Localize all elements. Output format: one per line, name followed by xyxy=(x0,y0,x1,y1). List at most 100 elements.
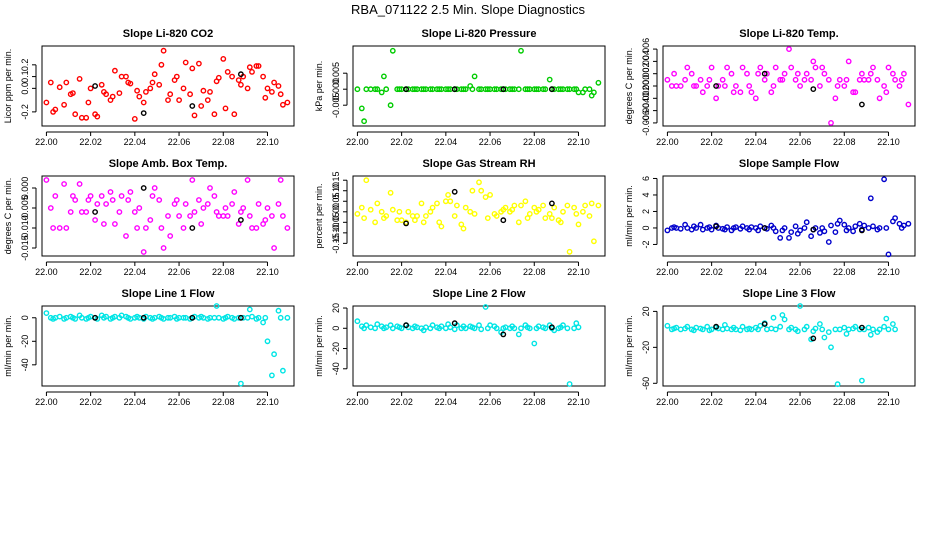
data-point xyxy=(832,229,839,236)
data-point xyxy=(189,65,196,72)
data-point xyxy=(275,307,282,314)
data-point xyxy=(867,195,874,202)
reference-point xyxy=(500,217,507,224)
data-point xyxy=(509,86,516,93)
y-axis-label: percent per min. xyxy=(314,183,324,248)
data-point xyxy=(892,76,898,83)
data-point xyxy=(101,221,107,227)
x-tick-label: 22.10 xyxy=(877,267,900,277)
data-point xyxy=(876,95,883,102)
data-point xyxy=(389,325,396,332)
data-point xyxy=(841,221,848,228)
reference-point xyxy=(761,321,768,327)
x-tick-label: 22.04 xyxy=(435,137,458,147)
data-point xyxy=(719,326,726,333)
plot-frame xyxy=(352,45,606,127)
x-tick-label: 22.08 xyxy=(523,397,546,407)
x-tick-label: 22.00 xyxy=(35,267,58,277)
data-point xyxy=(699,89,706,96)
data-point xyxy=(803,70,810,77)
data-point xyxy=(564,202,571,209)
data-point xyxy=(836,217,843,224)
y-tick-label: 0.000 xyxy=(331,78,341,101)
x-tick-label: 22.10 xyxy=(567,267,590,277)
data-point xyxy=(158,61,165,68)
reference-point xyxy=(451,188,458,195)
data-point xyxy=(284,314,291,321)
data-point xyxy=(83,114,90,121)
data-point xyxy=(387,189,394,196)
x-tick-label: 22.10 xyxy=(567,137,590,147)
data-point xyxy=(389,206,396,213)
plot-frame xyxy=(41,175,295,257)
data-point xyxy=(819,64,826,71)
panel-title: Slope Li-820 CO2 xyxy=(123,28,213,40)
data-point xyxy=(850,228,856,235)
data-point xyxy=(277,177,284,183)
data-point xyxy=(420,86,427,93)
data-point xyxy=(518,47,524,54)
data-point xyxy=(195,60,202,67)
data-point xyxy=(429,204,436,211)
data-point xyxy=(255,314,262,321)
data-point xyxy=(518,325,524,332)
data-point xyxy=(229,201,236,207)
y-tick-label: 0.10 xyxy=(331,182,341,200)
x-tick-label: 22.02 xyxy=(700,267,723,277)
data-point xyxy=(476,179,482,186)
plot-frame xyxy=(662,305,916,387)
data-point xyxy=(746,83,753,89)
y-tick-label: -0.015 xyxy=(20,235,30,261)
data-point xyxy=(881,83,887,89)
y-tick-label: 20 xyxy=(331,303,341,313)
panel-3: Slope Li-820 Temp. 22.00 22.02 22.04 22.06 22… xyxy=(624,28,916,147)
data-point xyxy=(354,86,361,93)
x-tick-label: 22.10 xyxy=(256,267,279,277)
data-point xyxy=(462,325,469,332)
data-point xyxy=(770,314,777,321)
data-point xyxy=(451,326,458,333)
data-point xyxy=(271,79,277,86)
data-point xyxy=(828,344,834,351)
data-point xyxy=(724,64,730,71)
data-point xyxy=(482,194,489,201)
data-point xyxy=(94,201,101,207)
data-point xyxy=(52,106,59,113)
y-tick-label: -0.2 xyxy=(20,104,30,120)
data-point xyxy=(438,323,445,330)
data-point xyxy=(484,86,491,93)
data-point xyxy=(182,201,189,207)
data-point xyxy=(549,215,555,222)
data-point xyxy=(493,213,500,219)
data-point xyxy=(56,313,63,320)
data-point xyxy=(551,204,558,211)
data-point xyxy=(768,89,775,96)
data-point xyxy=(229,73,236,80)
data-point xyxy=(279,213,286,219)
data-point xyxy=(682,76,688,83)
reference-point xyxy=(140,185,147,191)
data-point xyxy=(98,81,105,88)
x-tick-label: 22.00 xyxy=(346,137,369,147)
reference-point xyxy=(549,324,555,331)
data-point xyxy=(374,200,381,207)
data-point xyxy=(836,76,843,83)
data-point xyxy=(268,372,275,379)
reference-point xyxy=(92,83,99,89)
data-point xyxy=(167,233,174,239)
data-point xyxy=(411,86,418,93)
data-point xyxy=(852,89,859,96)
reference-point xyxy=(451,86,458,93)
y-tick-label: -0.002 xyxy=(641,86,651,112)
data-point xyxy=(173,73,180,80)
panel-4: Slope Amb. Box Temp. 22.00 22.02 22.04 22.06… xyxy=(3,158,295,277)
data-point xyxy=(748,89,755,96)
y-tick-label: 0.000 xyxy=(641,75,651,98)
data-point xyxy=(70,90,76,97)
x-tick-label: 22.08 xyxy=(212,137,235,147)
data-point xyxy=(207,89,213,95)
data-point xyxy=(268,89,275,95)
data-point xyxy=(180,225,187,231)
data-point xyxy=(524,86,531,93)
reference-point xyxy=(189,314,196,321)
